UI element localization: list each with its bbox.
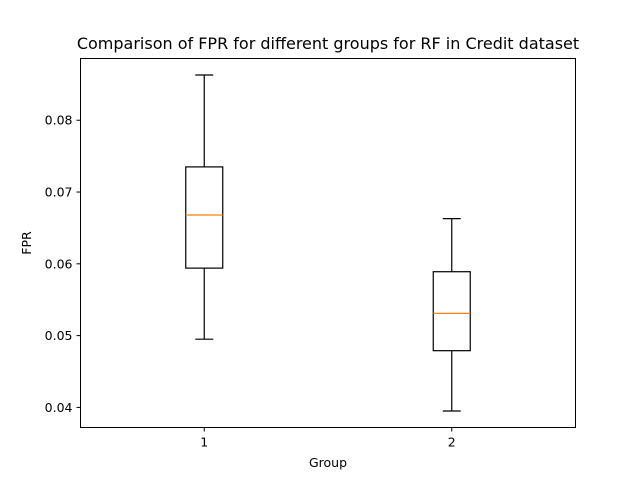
box-group-2: [432, 217, 471, 412]
iqr-box: [432, 271, 471, 352]
x-axis-label: Group: [309, 455, 347, 470]
boxes-layer: [185, 74, 471, 412]
y-axis-label: FPR: [19, 231, 34, 255]
y-tick-label: 0.05: [45, 328, 73, 343]
y-tick-label: 0.07: [45, 185, 73, 200]
y-tick-label: 0.06: [45, 256, 73, 271]
chart-title: Comparison of FPR for different groups f…: [77, 34, 579, 53]
y-tick-label: 0.08: [45, 113, 73, 128]
y-tick-label: 0.04: [45, 400, 73, 415]
y-axis: 0.04 0.05 0.06 0.07 0.08: [45, 113, 81, 415]
box-group-1: [185, 74, 224, 340]
x-tick-label: 2: [448, 435, 456, 450]
x-tick-label: 1: [200, 435, 208, 450]
plot-frame: [80, 58, 576, 428]
iqr-box: [185, 166, 224, 269]
